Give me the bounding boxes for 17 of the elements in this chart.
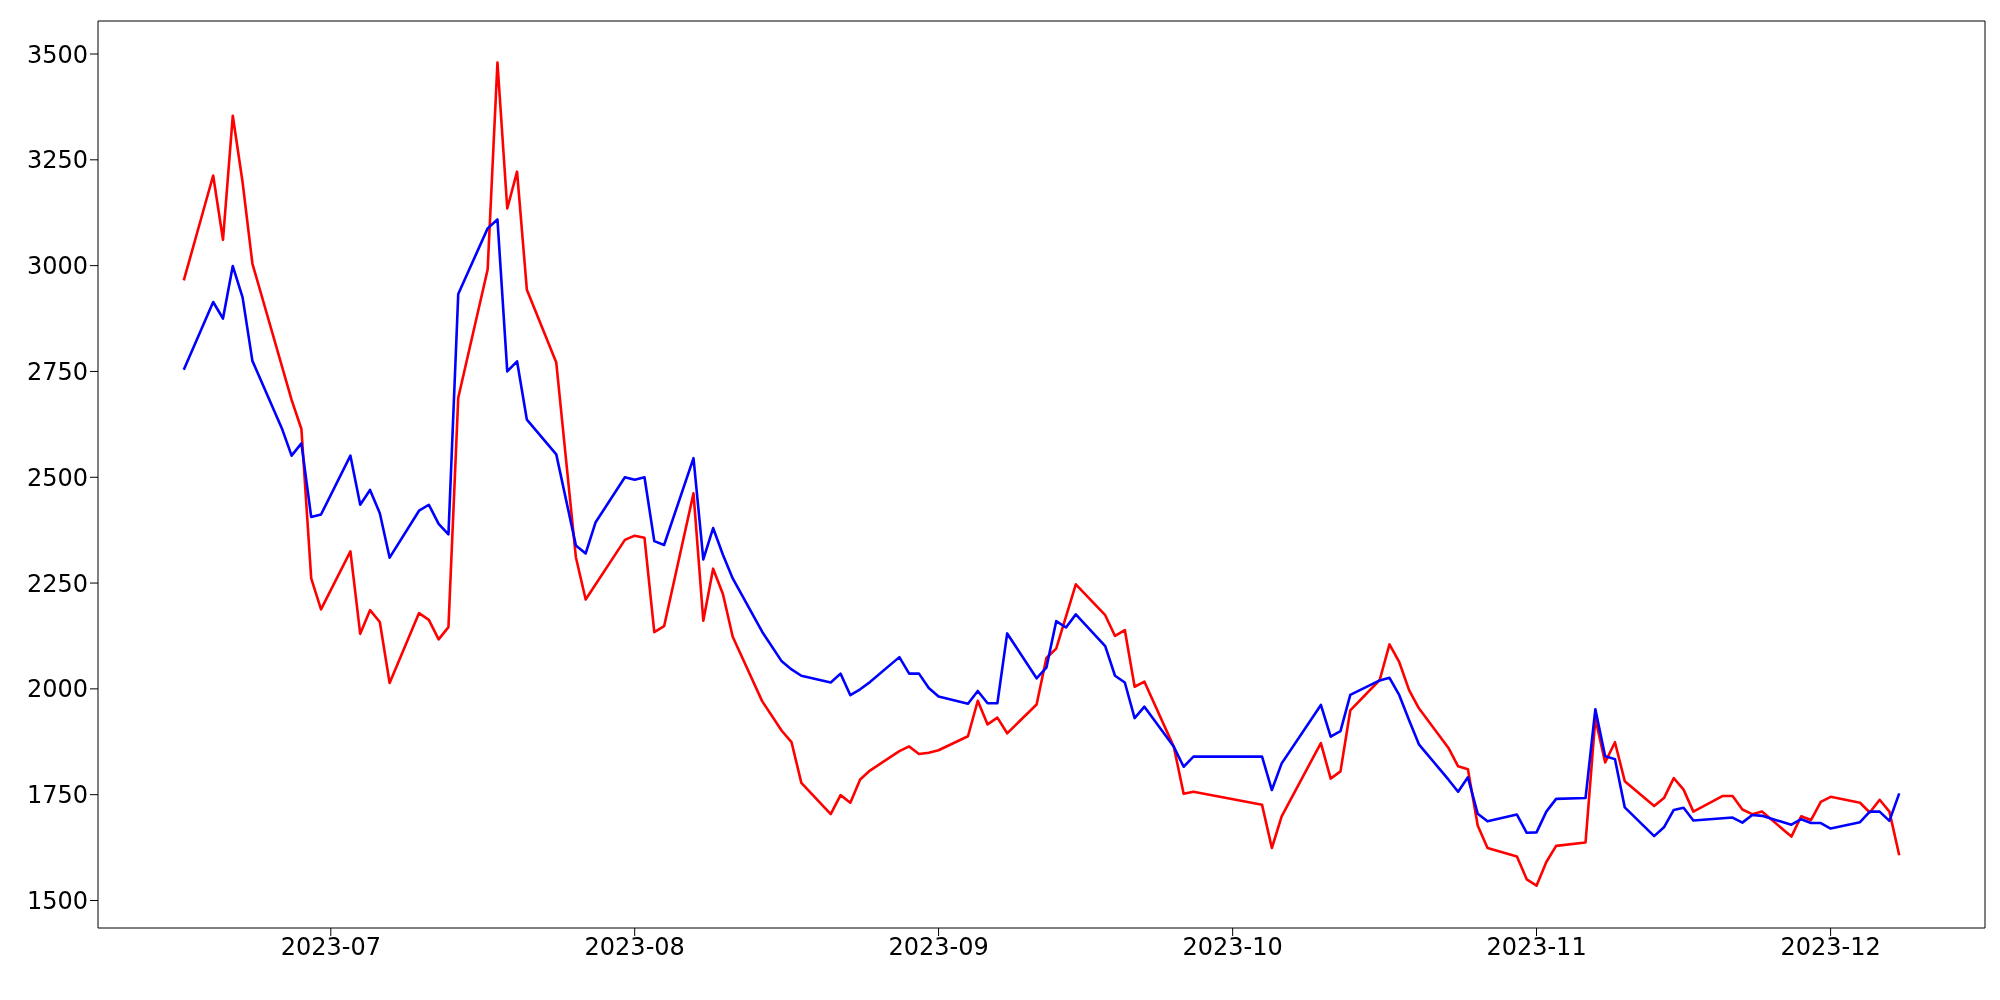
y-tick-label: 3000 <box>26 252 88 281</box>
y-tick-label: 1750 <box>26 781 88 810</box>
x-tick-label: 2023-08 <box>584 933 685 962</box>
x-tick-label: 2023-11 <box>1486 933 1587 962</box>
x-tick-label: 2023-12 <box>1780 933 1881 962</box>
y-tick-label: 2000 <box>26 675 88 704</box>
y-tick-label: 3250 <box>26 146 88 175</box>
y-tick-label: 2500 <box>26 463 88 492</box>
y-tick-label: 2250 <box>26 569 88 598</box>
y-tick-label: 1500 <box>26 887 88 916</box>
x-tick-label: 2023-10 <box>1182 933 1283 962</box>
x-tick-label: 2023-09 <box>888 933 989 962</box>
y-tick-label: 3500 <box>26 40 88 69</box>
x-tick-label: 2023-07 <box>280 933 381 962</box>
line-series <box>182 218 1901 838</box>
y-tick-label: 2750 <box>26 357 88 386</box>
line-series <box>182 61 1901 887</box>
